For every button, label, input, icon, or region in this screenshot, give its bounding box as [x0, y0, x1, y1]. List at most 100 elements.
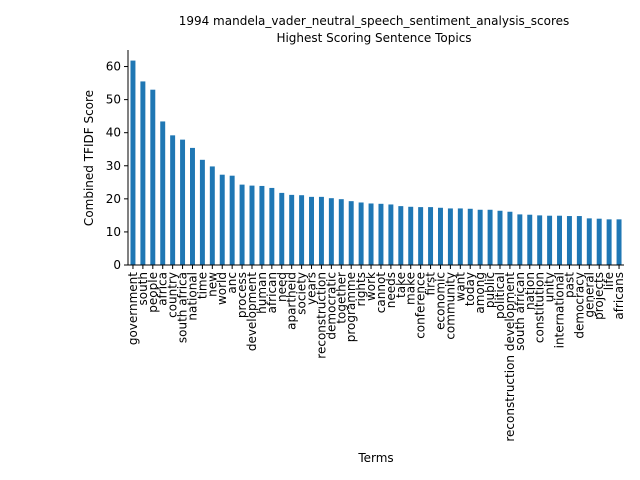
x-tick-label: country — [166, 272, 180, 318]
x-tick-label: africans — [612, 272, 626, 320]
x-tick-label: world — [215, 272, 229, 305]
bar-unity — [547, 215, 553, 265]
x-tick-label: development — [245, 272, 259, 351]
x-tick-label: democracy — [572, 272, 586, 339]
bar-world — [219, 174, 225, 265]
bar-projects — [596, 218, 602, 265]
x-tick-label: reconstruction development — [503, 272, 517, 442]
x-tick-label: nation — [523, 272, 537, 310]
bar-constitution — [537, 215, 543, 265]
bar-human — [259, 185, 265, 265]
bar-democratic — [328, 198, 334, 265]
bar-democracy — [576, 216, 582, 265]
bar-today — [467, 208, 473, 265]
bar-conference — [418, 207, 424, 265]
x-tick-label: new — [205, 272, 219, 297]
bar-apartheid — [289, 194, 295, 265]
x-tick-label: programme — [344, 272, 358, 342]
bar-south — [140, 81, 146, 265]
x-axis-ticks: governmentsouthpeopleafricacountrysouth … — [126, 265, 626, 442]
bar-african — [269, 187, 275, 265]
bar-take — [398, 206, 404, 265]
x-tick-label: today — [463, 272, 477, 306]
x-tick-label: anc — [225, 272, 239, 294]
y-tick-label: 0 — [113, 258, 121, 272]
x-tick-label: first — [424, 272, 438, 296]
bar-country — [170, 135, 176, 265]
x-tick-label: society — [295, 272, 309, 315]
x-axis-label: Terms — [357, 451, 393, 465]
bar-cannot — [378, 203, 384, 265]
x-tick-label: take — [394, 272, 408, 298]
x-tick-label: government — [126, 272, 140, 345]
bar-new — [209, 166, 215, 265]
bar-programme — [348, 201, 354, 265]
bar-general — [586, 218, 592, 265]
x-tick-label: public — [483, 272, 497, 308]
x-tick-label: people — [146, 272, 160, 313]
bar-anc — [229, 175, 235, 265]
x-tick-label: constitution — [533, 272, 547, 343]
x-tick-label: projects — [592, 272, 606, 320]
y-axis-ticks: 0 10 20 30 40 50 60 — [106, 60, 128, 272]
y-tick-label: 40 — [106, 126, 121, 140]
x-tick-label: life — [602, 272, 616, 290]
bar-reconstruction-development — [507, 211, 513, 265]
x-tick-label: years — [305, 272, 319, 305]
bar-development — [249, 185, 255, 265]
bar-life — [606, 219, 612, 265]
bar-reconstruction — [318, 196, 324, 265]
x-tick-label: make — [404, 272, 418, 305]
x-tick-label: general — [582, 272, 596, 318]
bar-need — [279, 192, 285, 265]
bar-want — [457, 208, 463, 265]
x-tick-label: national — [185, 272, 199, 321]
x-tick-label: rights — [354, 272, 368, 306]
bar-government — [130, 60, 136, 266]
x-tick-label: africa — [156, 272, 170, 306]
bar-people — [150, 89, 156, 265]
bar-needs — [388, 204, 394, 265]
bar-work — [368, 203, 374, 265]
chart-title-line1: 1994 mandela_vader_neutral_speech_sentim… — [179, 14, 570, 28]
bar-together — [338, 199, 344, 265]
chart-title-line2: Highest Scoring Sentence Topics — [276, 31, 471, 45]
x-tick-label: south africa — [176, 272, 190, 343]
x-tick-label: democratic — [324, 272, 338, 340]
bar-political — [497, 210, 503, 265]
x-tick-label: south african — [513, 272, 527, 351]
bar-africans — [616, 219, 622, 265]
x-tick-label: time — [195, 272, 209, 299]
x-tick-label: conference — [414, 272, 428, 339]
y-tick-label: 10 — [106, 225, 121, 239]
bar-rights — [358, 202, 364, 265]
bar-society — [299, 195, 305, 265]
bar-community — [447, 208, 453, 265]
x-tick-label: together — [334, 272, 348, 324]
bar-africa — [160, 121, 166, 265]
x-tick-label: process — [235, 272, 249, 318]
bar-economic — [438, 207, 443, 265]
bar-make — [408, 206, 414, 265]
y-axis-label: Combined TFIDF Score — [82, 90, 96, 226]
y-tick-label: 30 — [106, 159, 121, 173]
bar-international — [557, 215, 562, 265]
bars-group — [130, 60, 622, 266]
bar-south-african — [517, 214, 523, 265]
x-tick-label: need — [275, 272, 289, 302]
bar-among — [477, 209, 483, 265]
x-tick-label: past — [562, 272, 576, 298]
x-tick-label: unity — [543, 272, 557, 302]
x-tick-label: apartheid — [285, 272, 299, 330]
x-tick-label: want — [453, 272, 467, 302]
bar-years — [309, 196, 314, 265]
y-tick-label: 60 — [106, 60, 121, 74]
x-tick-label: human — [255, 272, 269, 314]
x-tick-label: cannot — [374, 272, 388, 314]
bar-process — [239, 184, 245, 265]
x-tick-label: needs — [384, 272, 398, 308]
x-tick-label: international — [553, 272, 567, 348]
y-tick-label: 20 — [106, 192, 121, 206]
x-tick-label: economic — [433, 272, 447, 330]
